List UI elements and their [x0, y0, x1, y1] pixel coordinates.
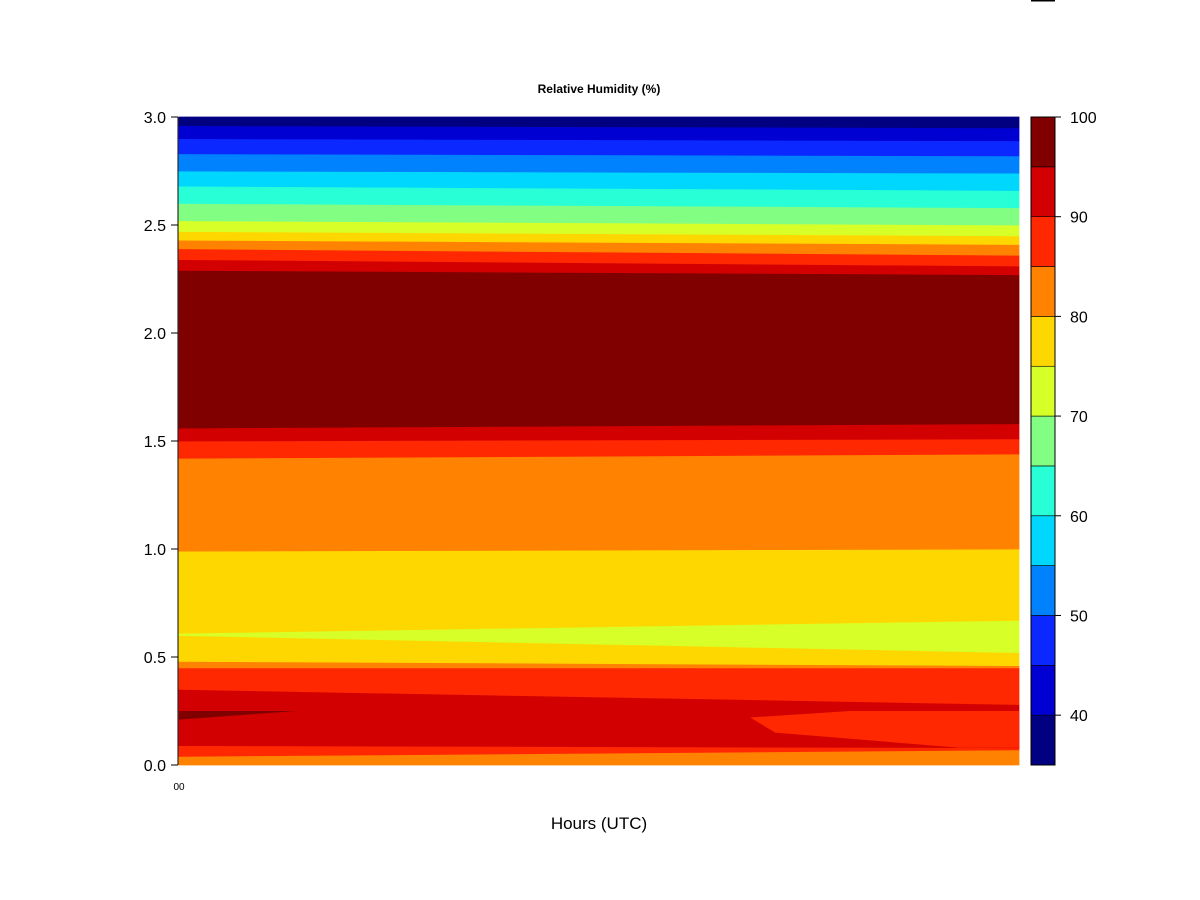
- colorbar-swatch: [1030, 515, 1056, 566]
- y-tick-label: 0.5: [144, 650, 166, 667]
- colorbar-tick-label: 50: [1070, 608, 1088, 625]
- colorbar-tick-label: 90: [1070, 210, 1088, 227]
- x-axis: 00 Hours (UTC): [173, 782, 647, 833]
- colorbar-swatch: [1030, 714, 1056, 766]
- contour-band-80-85: [178, 453, 1020, 552]
- colorbar-tick-label: 70: [1070, 409, 1088, 426]
- x-axis-label: Hours (UTC): [551, 814, 647, 833]
- colorbar-swatch: [1030, 166, 1056, 217]
- colorbar-swatch: [1030, 665, 1056, 716]
- colorbar-swatch: [1030, 365, 1056, 417]
- colorbar-tick-label: 40: [1070, 708, 1088, 725]
- colorbar-swatch: [1030, 316, 1056, 367]
- contour-plot-area: [178, 116, 1020, 766]
- y-tick-label: 1.5: [144, 434, 166, 451]
- colorbar-swatch: [1030, 415, 1056, 467]
- colorbar-tick-label: 80: [1070, 309, 1088, 326]
- contour-band-35-40: [178, 116, 1020, 129]
- contour-band-95-100: [178, 269, 1020, 429]
- y-tick-label: 3.0: [144, 110, 166, 127]
- contour-feature-85-90: [750, 711, 1019, 748]
- y-tick-label: 2.5: [144, 218, 166, 235]
- contour-band-50-55: [178, 153, 1020, 174]
- chart-title: Relative Humidity (%): [538, 82, 661, 96]
- colorbar-swatch: [1030, 615, 1056, 666]
- colorbar-tick-label: 100: [1070, 110, 1097, 127]
- contour-band-40-45: [178, 125, 1020, 142]
- x-tick-label: 00: [173, 782, 185, 793]
- contour-band-75-80: [178, 548, 1020, 634]
- colorbar-swatch: [1030, 565, 1056, 616]
- colorbar-swatch: [1030, 216, 1056, 267]
- colorbar-frame: [1030, 116, 1056, 766]
- colorbar-swatch: [1030, 266, 1056, 317]
- colorbar-tick-label: 60: [1070, 509, 1088, 526]
- y-axis: 0.0 0.5 1.0 1.5 2.0 2.5 3.0: [144, 110, 179, 775]
- contour-band-45-50: [178, 138, 1020, 157]
- contour-feature-95-100: [179, 711, 297, 720]
- colorbar-legend: 40 50 60 70 80 90 100: [1030, 110, 1097, 766]
- y-tick-label: 1.0: [144, 542, 166, 559]
- colorbar-swatch: [1030, 465, 1056, 517]
- colorbar-swatch: [1030, 116, 1056, 168]
- y-tick-label: 2.0: [144, 326, 166, 343]
- y-tick-label: 0.0: [144, 758, 166, 775]
